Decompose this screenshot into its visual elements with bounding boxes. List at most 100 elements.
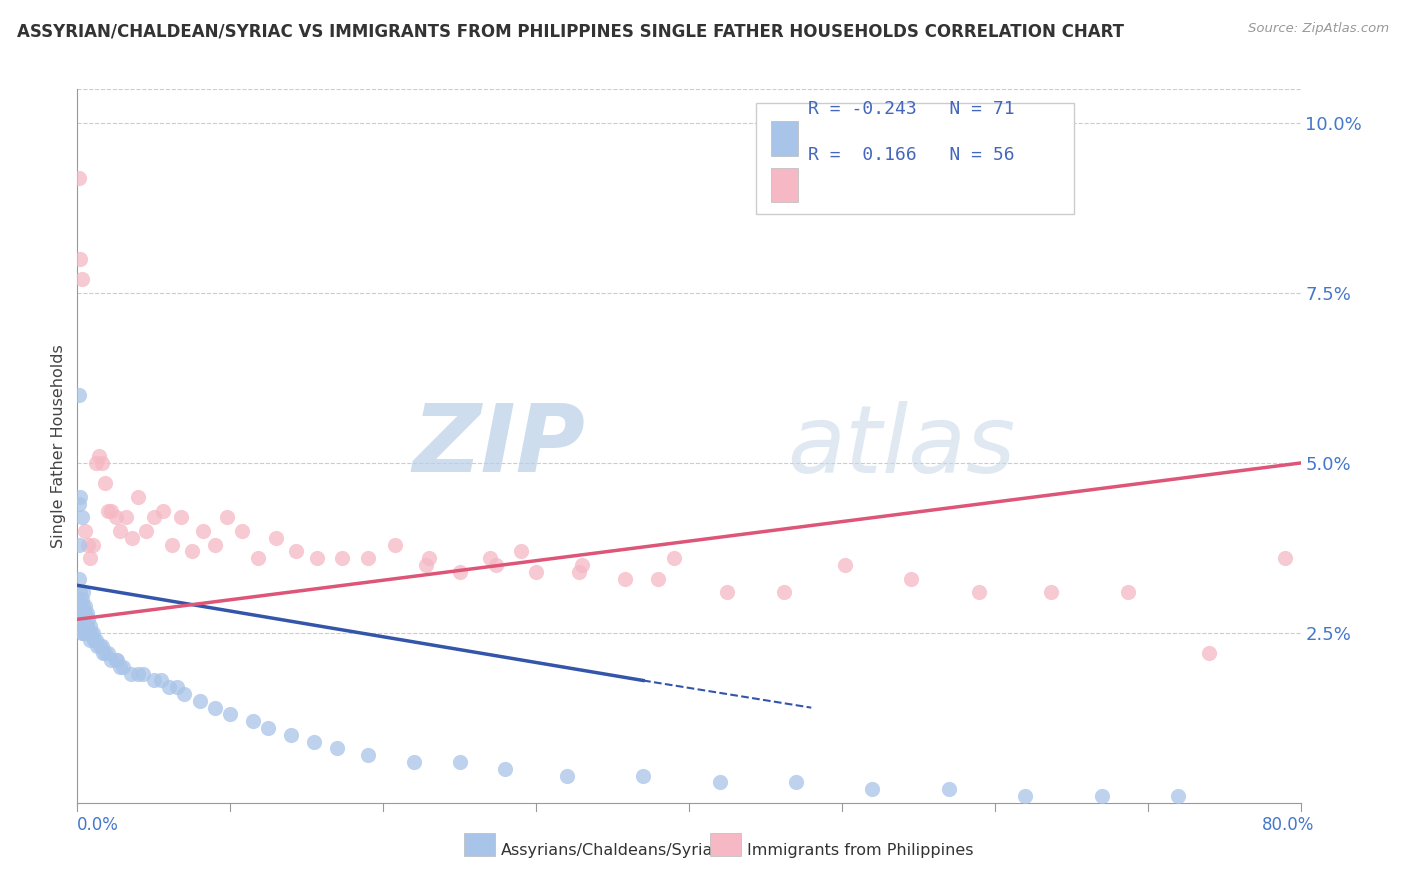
Point — [1198, 646, 1220, 660]
Point — [73, 599, 96, 613]
Point — [91, 646, 114, 660]
Point — [77, 537, 100, 551]
Point — [76, 619, 98, 633]
Point — [307, 551, 329, 566]
Point — [662, 551, 685, 566]
Point — [67, 170, 90, 185]
Point — [104, 510, 127, 524]
Point — [135, 524, 157, 538]
Point — [67, 497, 90, 511]
Point — [772, 585, 794, 599]
Text: Assyrians/Chaldeans/Syriacs: Assyrians/Chaldeans/Syriacs — [501, 843, 730, 858]
Point — [142, 510, 165, 524]
Point — [73, 524, 96, 538]
Point — [402, 755, 425, 769]
Point — [108, 660, 131, 674]
Point — [647, 572, 669, 586]
Point — [69, 490, 91, 504]
Point — [69, 599, 91, 613]
Point — [70, 606, 93, 620]
Point — [166, 680, 188, 694]
Point — [834, 558, 856, 572]
Point — [82, 626, 104, 640]
Text: ASSYRIAN/CHALDEAN/SYRIAC VS IMMIGRANTS FROM PHILIPPINES SINGLE FATHER HOUSEHOLDS: ASSYRIAN/CHALDEAN/SYRIAC VS IMMIGRANTS F… — [17, 22, 1123, 40]
Point — [900, 572, 922, 586]
Point — [70, 591, 93, 606]
Point — [1091, 789, 1114, 803]
Point — [86, 640, 108, 654]
Point — [160, 537, 183, 551]
Point — [100, 503, 122, 517]
Point — [121, 531, 143, 545]
Point — [204, 700, 226, 714]
Point — [157, 680, 180, 694]
Point — [90, 456, 112, 470]
Point — [181, 544, 204, 558]
Point — [128, 490, 150, 504]
Point — [217, 510, 239, 524]
Point — [84, 632, 107, 647]
Point — [191, 524, 214, 538]
Point — [785, 775, 807, 789]
Point — [97, 646, 120, 660]
Point — [72, 599, 94, 613]
Point — [285, 544, 308, 558]
Point — [242, 714, 264, 729]
Point — [862, 782, 884, 797]
Text: Source: ZipAtlas.com: Source: ZipAtlas.com — [1249, 22, 1389, 36]
Point — [357, 748, 380, 763]
Point — [112, 660, 135, 674]
Point — [415, 558, 437, 572]
Point — [173, 687, 195, 701]
Point — [108, 524, 131, 538]
Point — [128, 666, 150, 681]
Point — [90, 640, 112, 654]
Point — [485, 558, 508, 572]
Text: R =  0.166   N = 56: R = 0.166 N = 56 — [807, 146, 1014, 164]
Point — [170, 510, 193, 524]
Point — [76, 606, 98, 620]
Point — [524, 565, 547, 579]
Point — [67, 537, 90, 551]
Point — [72, 585, 94, 599]
Point — [384, 537, 406, 551]
Point — [79, 551, 101, 566]
Point — [83, 632, 105, 647]
Point — [67, 388, 90, 402]
Point — [79, 619, 101, 633]
Point — [142, 673, 165, 688]
Point — [571, 558, 593, 572]
Point — [82, 537, 104, 551]
Text: ZIP: ZIP — [412, 400, 585, 492]
Point — [1116, 585, 1139, 599]
Text: atlas: atlas — [787, 401, 1015, 491]
Y-axis label: Single Father Households: Single Father Households — [51, 344, 66, 548]
Point — [1274, 551, 1296, 566]
Point — [613, 572, 636, 586]
Point — [105, 653, 128, 667]
Text: 0.0%: 0.0% — [77, 816, 120, 834]
Point — [100, 653, 122, 667]
Point — [188, 694, 211, 708]
Point — [67, 572, 90, 586]
Point — [70, 272, 93, 286]
Point — [120, 666, 142, 681]
Point — [115, 510, 138, 524]
Point — [97, 503, 120, 517]
Point — [73, 606, 96, 620]
Text: R = -0.243   N = 71: R = -0.243 N = 71 — [807, 100, 1014, 118]
Point — [357, 551, 380, 566]
Point — [84, 456, 107, 470]
Point — [132, 666, 155, 681]
Point — [94, 476, 117, 491]
Point — [449, 565, 471, 579]
Point — [280, 728, 302, 742]
Point — [73, 626, 96, 640]
Point — [77, 626, 100, 640]
Point — [69, 252, 91, 266]
Point — [89, 640, 111, 654]
Point — [70, 619, 93, 633]
Point — [631, 769, 654, 783]
Point — [72, 612, 94, 626]
Point — [152, 503, 174, 517]
